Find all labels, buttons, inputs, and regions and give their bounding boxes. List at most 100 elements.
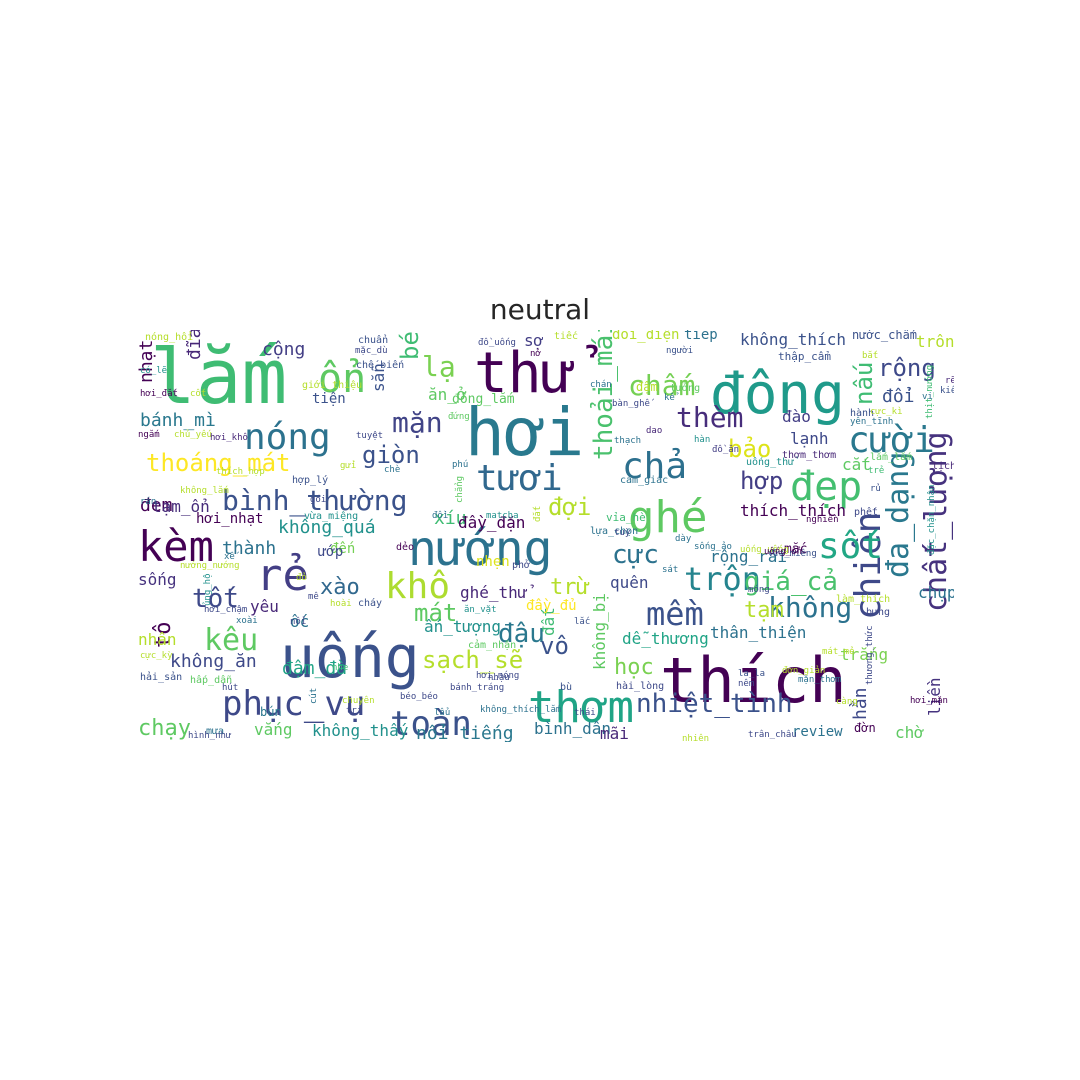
cloud-word: bắt — [862, 350, 878, 361]
word-cloud: lắm hơi thử đông thích nướng uống ghé ổn kèm rẻ thơ… — [138, 330, 954, 742]
cloud-word: không — [768, 591, 852, 624]
cloud-word: đắt — [532, 506, 543, 522]
cloud-word: tô — [151, 622, 176, 649]
cloud-word: hình_như — [188, 731, 232, 741]
cloud-word: nhậu — [488, 673, 510, 683]
cloud-word: nướng — [408, 521, 553, 577]
cloud-word: không_bị — [590, 593, 609, 670]
cloud-word: nêm — [738, 678, 754, 689]
cloud-word: uống_thử — [746, 456, 799, 468]
cloud-word: tiếc — [554, 330, 578, 342]
cloud-word: kể — [664, 392, 679, 403]
cloud-word: chế_biến — [356, 359, 404, 371]
cloud-word: mát_mẻ — [822, 646, 855, 657]
cloud-word: cảm_giác — [620, 474, 668, 486]
cloud-word: rán — [140, 497, 156, 507]
cloud-word: hải_sản — [140, 671, 182, 683]
cloud-word: bánh_tráng — [450, 683, 504, 693]
cloud-word: đứng — [448, 412, 470, 422]
cloud-word: giới_thiệu — [302, 379, 362, 391]
cloud-word: đào — [782, 407, 811, 426]
cloud-word: kiếm — [940, 385, 954, 396]
cloud-word: hơi_chậm — [204, 605, 247, 615]
cloud-word: trừ — [550, 575, 590, 600]
cloud-word: nổi — [290, 616, 306, 627]
cloud-word: kèm — [138, 522, 214, 571]
cloud-word: sạch_sẽ — [422, 646, 523, 674]
cloud-word: cắt — [842, 455, 871, 474]
cloud-word: phở — [512, 559, 530, 571]
cloud-word: thương_thức — [865, 625, 875, 685]
cloud-word: thơm — [528, 682, 634, 733]
cloud-word: đậm — [636, 380, 658, 394]
cloud-word: thích — [660, 644, 847, 717]
cloud-word: hơi_khô — [210, 432, 248, 443]
cloud-word: la_la — [738, 669, 765, 679]
cloud-word: không_thấy — [312, 721, 409, 740]
cloud-word: tuyệt — [356, 431, 383, 441]
cloud-word: chuyên — [342, 695, 375, 706]
cloud-word: lắc — [574, 616, 590, 627]
cloud-word: đến — [330, 541, 355, 557]
cloud-word: tạm_ổn — [152, 497, 210, 516]
cloud-word: vắng — [254, 720, 293, 739]
cloud-word: hành — [850, 407, 874, 419]
cloud-word: bù — [560, 681, 572, 693]
cloud-word: cảm_nhận — [468, 639, 516, 651]
cloud-word: rộng — [878, 354, 936, 382]
cloud-word: gửi — [340, 460, 356, 471]
cloud-word: cháy — [358, 597, 382, 609]
cloud-word: đồ_ăn — [712, 444, 739, 455]
cloud-word: móng — [748, 584, 770, 595]
cloud-word: thoáng_mát — [146, 449, 291, 477]
cloud-word: chả — [622, 446, 687, 487]
cloud-word: uống — [280, 623, 420, 691]
cloud-word: cộng — [262, 339, 305, 360]
cloud-word: hài_lòng — [616, 680, 664, 692]
cloud-word: bàn_ghế — [612, 398, 655, 409]
cloud-word: đối_diện — [612, 330, 679, 343]
cloud-word: không_thích_lắm — [480, 704, 561, 715]
cloud-word: vừa_miêng — [768, 548, 817, 559]
cloud-word: lẩu — [434, 707, 450, 718]
cloud-word: thích_thích — [740, 501, 846, 520]
cloud-word: có_lẽ — [140, 365, 167, 376]
cloud-word: nóng — [244, 417, 331, 458]
cloud-word: quên — [610, 573, 649, 592]
cloud-word: hấp_dẫn — [190, 674, 232, 686]
cloud-word: đờn — [854, 721, 876, 735]
cloud-word: nướng_nướng — [180, 560, 240, 571]
cloud-word: mát — [414, 599, 457, 627]
cloud-word: dẻo — [396, 541, 414, 553]
cloud-word: matcha — [486, 511, 519, 521]
cloud-word: hơi_đắt — [140, 388, 178, 399]
cloud-word: bảo — [728, 435, 771, 463]
cloud-word: ướp — [318, 544, 343, 560]
cloud-word: tuỳ — [614, 528, 631, 538]
cloud-word: sát — [662, 565, 678, 575]
cloud-word: chấm — [628, 369, 695, 402]
cloud-word: hơi_mặn — [910, 696, 948, 706]
cloud-word: vô — [540, 632, 569, 660]
cloud-word: đậu — [498, 619, 545, 649]
cloud-word: đĩa — [184, 330, 205, 360]
cloud-word: thèm — [676, 401, 743, 434]
cloud-word: tưởng — [670, 382, 700, 394]
cloud-word: ăn_vặt — [464, 605, 497, 615]
cloud-word: học — [614, 655, 654, 680]
cloud-word: vi — [922, 392, 933, 402]
cloud-word: thích_hợp — [216, 467, 265, 477]
cloud-word: chủ_yếu — [174, 429, 212, 440]
cloud-word: trộn — [684, 560, 761, 598]
cloud-word: cực_kì — [870, 407, 903, 417]
cloud-word: bánh_mì — [140, 410, 216, 431]
cloud-word: toàn — [390, 704, 472, 742]
cloud-word: nhiệt_tình — [636, 689, 793, 719]
cloud-word: mặc_dù — [355, 346, 388, 356]
cloud-word: trông — [916, 332, 954, 351]
cloud-word: uống_ổn — [764, 546, 802, 557]
cloud-word: nổi_tiếng — [416, 723, 514, 742]
cloud-word: lạ — [422, 350, 456, 383]
cloud-word: ngắm — [138, 429, 160, 440]
cloud-word: làm_thích — [836, 593, 890, 605]
